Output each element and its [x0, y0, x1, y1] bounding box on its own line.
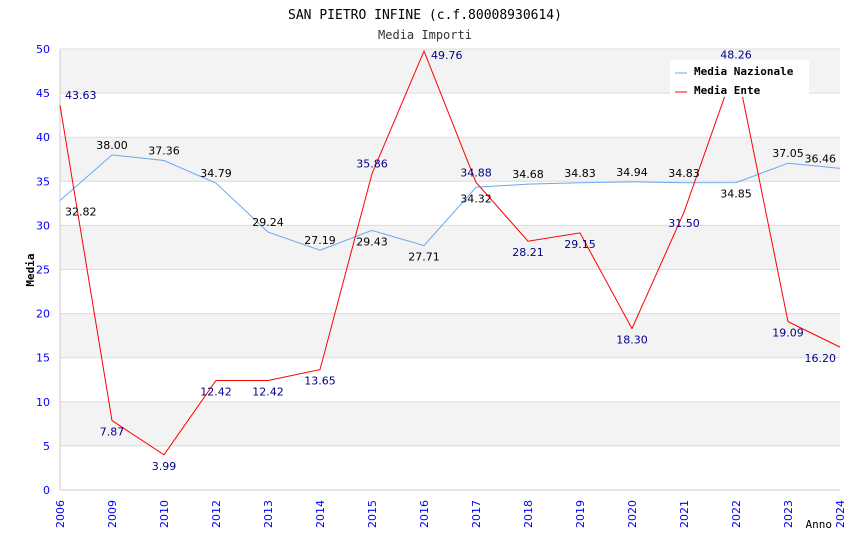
data-label: 49.76 [431, 49, 463, 62]
legend: Media Nazionale Media Ente [670, 60, 809, 97]
data-label: 34.88 [460, 166, 492, 179]
y-tick-label: 20 [36, 308, 50, 321]
data-label: 27.71 [408, 251, 440, 264]
data-label: 34.79 [200, 167, 232, 180]
data-label: 12.42 [200, 385, 232, 398]
data-label: 29.24 [252, 216, 284, 229]
x-tick-label: 2010 [158, 500, 171, 528]
y-tick-label: 35 [36, 175, 50, 188]
data-label: 34.85 [720, 188, 752, 201]
x-tick-label: 2022 [730, 500, 743, 528]
series-line-nazionale [59, 154, 841, 251]
data-label: 34.94 [616, 166, 648, 179]
data-label: 18.30 [616, 334, 648, 347]
data-label: 34.83 [668, 167, 700, 180]
y-tick-label: 15 [36, 352, 50, 365]
grid-band [60, 137, 840, 182]
grid-band [60, 401, 840, 446]
x-tick-label: 2006 [54, 500, 67, 528]
x-tick-label: 2020 [626, 500, 639, 528]
data-label: 29.43 [356, 235, 388, 248]
x-tick-label: 2013 [262, 500, 275, 528]
data-label: 13.65 [304, 375, 336, 388]
legend-label-nazionale: Media Nazionale [694, 65, 794, 78]
data-label: 19.09 [772, 327, 804, 340]
chart-subtitle: Media Importi [378, 28, 472, 42]
data-label: 43.63 [65, 89, 97, 102]
x-tick-label: 2014 [314, 500, 327, 528]
x-tick-label: 2018 [522, 500, 535, 528]
data-label: 12.42 [252, 385, 284, 398]
y-tick-label: 30 [36, 219, 50, 232]
y-tick-label: 10 [36, 396, 50, 409]
data-label: 34.68 [512, 168, 544, 181]
grid-band [60, 313, 840, 358]
data-label: 29.15 [564, 238, 596, 251]
y-tick-label: 45 [36, 87, 50, 100]
data-label: 16.20 [805, 352, 837, 365]
y-axis-label: Media [24, 253, 37, 286]
legend-label-ente: Media Ente [694, 84, 761, 97]
data-label: 34.83 [564, 167, 596, 180]
y-tick-label: 25 [36, 264, 50, 277]
y-tick-label: 40 [36, 131, 50, 144]
y-tick-label: 5 [43, 440, 50, 453]
y-tick-label: 50 [36, 43, 50, 56]
x-tick-label: 2017 [470, 500, 483, 528]
data-label: 34.32 [460, 192, 492, 205]
data-label: 3.99 [152, 460, 177, 473]
data-label: 7.87 [100, 426, 125, 439]
data-label: 38.00 [96, 139, 128, 152]
x-tick-label: 2015 [366, 500, 379, 528]
data-label: 37.36 [148, 144, 180, 157]
x-tick-label: 2009 [106, 500, 119, 528]
grid-band [60, 225, 840, 270]
x-tick-label: 2023 [782, 500, 795, 528]
x-tick-label: 2019 [574, 500, 587, 528]
data-label: 31.50 [668, 217, 700, 230]
x-tick-label: 2024 [834, 500, 847, 528]
data-label: 36.46 [805, 152, 837, 165]
data-label: 35.86 [356, 158, 388, 171]
x-tick-label: 2012 [210, 500, 223, 528]
x-axis-label: Anno [806, 518, 833, 531]
series-line-ente [59, 49, 841, 456]
x-tick-label: 2016 [418, 500, 431, 528]
data-label: 27.19 [304, 234, 336, 247]
data-label: 28.21 [512, 246, 544, 259]
data-label: 48.26 [720, 48, 752, 61]
x-tick-label: 2021 [678, 500, 691, 528]
chart-title: SAN PIETRO INFINE (c.f.80008930614) [288, 8, 562, 23]
y-tick-label: 0 [43, 484, 50, 497]
data-label: 32.82 [65, 206, 97, 219]
data-label: 37.05 [772, 147, 804, 160]
